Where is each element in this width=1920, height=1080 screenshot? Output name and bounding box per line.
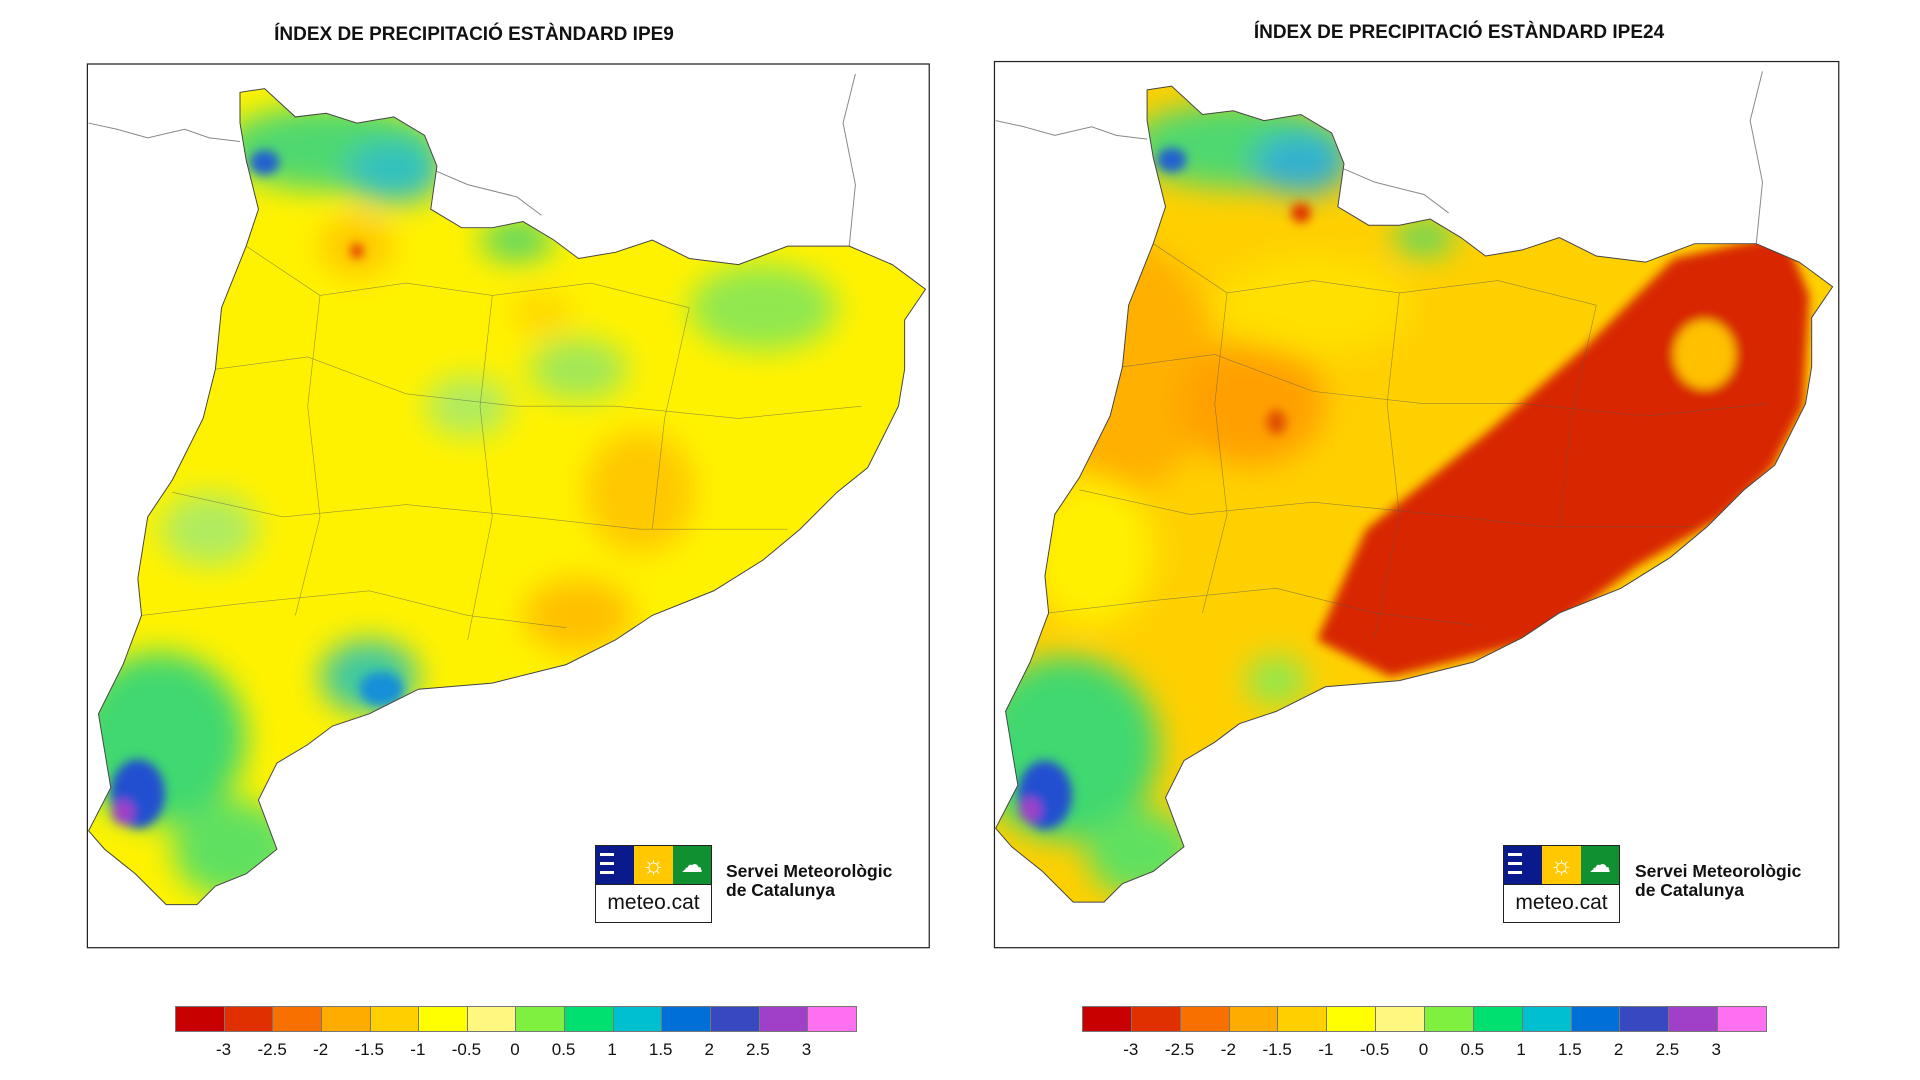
legend-tick-label: -0.5 xyxy=(1360,1040,1390,1059)
legend-tick-label: 0.5 xyxy=(1460,1040,1485,1059)
meteocat-logo: ☼ ☁ meteo.cat xyxy=(1503,845,1620,923)
legend-tick-label: -3 xyxy=(1123,1040,1139,1059)
sun-icon: ☼ xyxy=(1542,846,1581,884)
legend-swatch xyxy=(1718,1007,1767,1031)
legend-tick-label: -1.5 xyxy=(1262,1040,1292,1059)
legend-swatch xyxy=(1571,1007,1621,1031)
legend-ticks-ipe24: -3 -2.5 -2 -1.5 -1 -0.5 0 0.5 1 1.5 2 2.5 3 xyxy=(1082,1040,1765,1062)
legend-tick-label: 1.5 xyxy=(648,1040,673,1059)
legend-swatch xyxy=(1425,1007,1474,1031)
legend-tick-label: -2 xyxy=(313,1040,329,1059)
legend-tick-label: -2.5 xyxy=(1164,1040,1195,1059)
waves-icon xyxy=(596,846,635,884)
legend-swatch xyxy=(273,1007,322,1031)
legend-swatch xyxy=(224,1007,274,1031)
logo-wordmark: meteo.cat xyxy=(1515,891,1608,914)
logo-wordmark: meteo.cat xyxy=(607,891,700,914)
waves-icon xyxy=(1504,846,1543,884)
sun-icon: ☼ xyxy=(634,846,673,884)
legend-tick-label: 1.5 xyxy=(1558,1040,1582,1059)
legend-tick-label: -1 xyxy=(410,1040,426,1059)
legend-swatch xyxy=(1180,1007,1230,1031)
legend-tick-label: -3 xyxy=(216,1040,232,1059)
legend-swatch xyxy=(1473,1007,1523,1031)
legend-swatch xyxy=(759,1007,809,1031)
legend-tick-label: -1.5 xyxy=(354,1040,384,1059)
legend-tick-label: 2.5 xyxy=(746,1040,770,1059)
legend-swatch xyxy=(176,1007,225,1031)
legend-swatch xyxy=(613,1007,663,1031)
comarca-borders xyxy=(141,245,862,641)
legend-tick-label: -2.5 xyxy=(257,1040,287,1059)
legend-swatch xyxy=(1522,1007,1572,1031)
legend-swatch xyxy=(1083,1007,1132,1031)
legend-tick-label: -1 xyxy=(1318,1040,1334,1059)
legend-swatch xyxy=(370,1007,420,1031)
legend-tick-label: 0 xyxy=(510,1040,520,1059)
legend-swatch xyxy=(516,1007,566,1031)
legend-tick-label: 1 xyxy=(1516,1040,1526,1059)
legend-tick-label: 2.5 xyxy=(1655,1040,1680,1059)
legend-tick-label: 0.5 xyxy=(551,1040,576,1059)
legend-swatch xyxy=(1669,1007,1719,1031)
legend-swatch xyxy=(565,1007,614,1031)
border-france xyxy=(88,122,241,143)
legend-swatch xyxy=(662,1007,712,1031)
color-legend-ipe24 xyxy=(1082,1006,1767,1032)
border-andorra xyxy=(424,165,542,216)
border-coast-north xyxy=(842,73,856,247)
legend-tick-label: -2 xyxy=(1220,1040,1236,1059)
legend-tick-label: 0 xyxy=(1418,1040,1429,1059)
color-legend-ipe9 xyxy=(175,1006,857,1032)
legend-swatch xyxy=(419,1007,468,1031)
legend-tick-label: 3 xyxy=(1711,1040,1721,1059)
organization-name: Servei Meteorològic de Catalunya xyxy=(1635,861,1802,900)
legend-swatch xyxy=(321,1007,371,1031)
legend-swatch xyxy=(1376,1007,1426,1031)
legend-swatch xyxy=(1620,1007,1670,1031)
legend-tick-label: 2 xyxy=(704,1040,715,1059)
map-ipe9 xyxy=(86,63,930,949)
legend-swatch xyxy=(808,1007,856,1031)
legend-tick-label: -0.5 xyxy=(451,1040,482,1059)
legend-swatch xyxy=(1327,1007,1377,1031)
map-title-ipe24: ÍNDEX DE PRECIPITACIÓ ESTÀNDARD IPE24 xyxy=(1253,22,1665,43)
legend-tick-label: 3 xyxy=(801,1040,812,1059)
cloud-icon: ☁ xyxy=(672,846,711,884)
legend-ticks-ipe9: -3 -2.5 -2 -1.5 -1 -0.5 0 0.5 1 1.5 2 2.5 3 xyxy=(175,1040,855,1062)
organization-name: Servei Meteorològic de Catalunya xyxy=(726,861,893,900)
legend-swatch xyxy=(1131,1007,1181,1031)
meteocat-logo: ☼ ☁ meteo.cat xyxy=(595,845,712,923)
legend-swatch xyxy=(1229,1007,1279,1031)
legend-tick-label: 1 xyxy=(607,1040,617,1059)
legend-tick-label: 2 xyxy=(1613,1040,1624,1059)
map-title-ipe9: ÍNDEX DE PRECIPITACIÓ ESTÀNDARD IPE9 xyxy=(274,24,674,45)
legend-swatch xyxy=(467,1007,517,1031)
map-ipe24 xyxy=(993,60,1840,949)
legend-swatch xyxy=(1278,1007,1328,1031)
legend-swatch xyxy=(711,1007,760,1031)
cloud-icon: ☁ xyxy=(1580,846,1619,884)
